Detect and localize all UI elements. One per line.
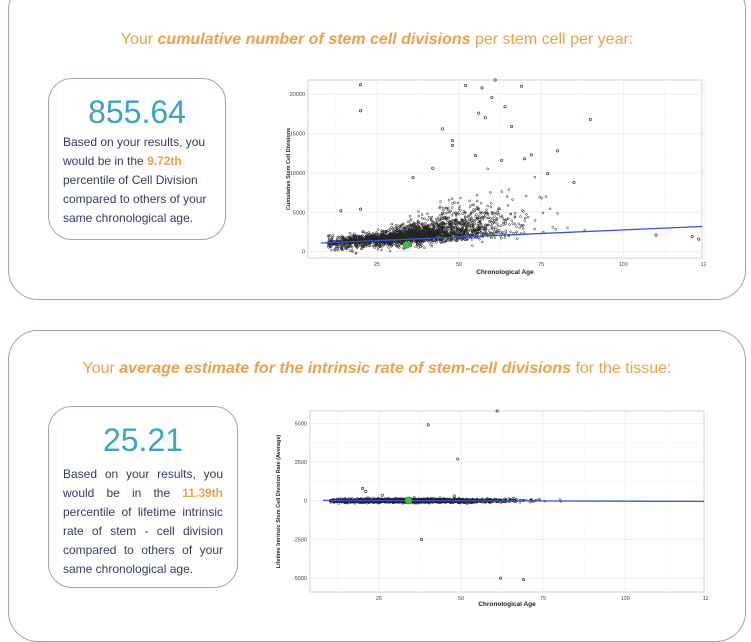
user-marker (403, 242, 410, 249)
y-tick-label: 20000 (290, 92, 305, 98)
cumulative-divisions-scatter: 25507510012505000100001500020000Chronolo… (282, 78, 706, 277)
cell-division-value: 855.64 (49, 93, 225, 131)
cell-division-stat-card: 855.64 Based on your results, you would … (48, 78, 226, 240)
intrinsic-rate-value: 25.21 (49, 421, 237, 459)
intrinsic-rate-scatter: 255075100125-5000-2500025005000Chronolog… (272, 409, 708, 609)
intrinsic-rate-percentile: 11.39th (182, 486, 223, 500)
intrinsic-rate-chart: 255075100125-5000-2500025005000Chronolog… (272, 409, 708, 609)
intrinsic-rate-description: Based on your results, you would be in t… (49, 459, 237, 579)
cell-division-percentile: 9.72th (147, 154, 182, 168)
x-tick-label: 100 (619, 262, 628, 268)
cell-division-panel: Your cumulative number of stem cell divi… (8, 0, 746, 300)
x-tick-label: 25 (374, 262, 380, 268)
intrinsic-rate-heading: Your average estimate for the intrinsic … (9, 360, 745, 378)
intrinsic-rate-stat-card: 25.21 Based on your results, you would b… (48, 406, 238, 588)
cumulative-divisions-chart: 25507510012505000100001500020000Chronolo… (282, 78, 706, 277)
intrinsic-rate-panel: Your average estimate for the intrinsic … (8, 330, 746, 642)
y-tick-label: 0 (302, 250, 305, 256)
y-tick-label: 5000 (293, 210, 305, 216)
cell-division-heading: Your cumulative number of stem cell divi… (9, 31, 745, 49)
x-tick-label: 125 (701, 262, 706, 268)
x-tick-label: 50 (456, 262, 462, 268)
cell-division-description: Based on your results, you would be in t… (49, 131, 225, 228)
x-axis-label: Chronological Age (476, 269, 534, 276)
x-tick-label: 75 (538, 262, 544, 268)
y-axis-label: Cumulative Stem Cell Divisions (286, 128, 292, 210)
